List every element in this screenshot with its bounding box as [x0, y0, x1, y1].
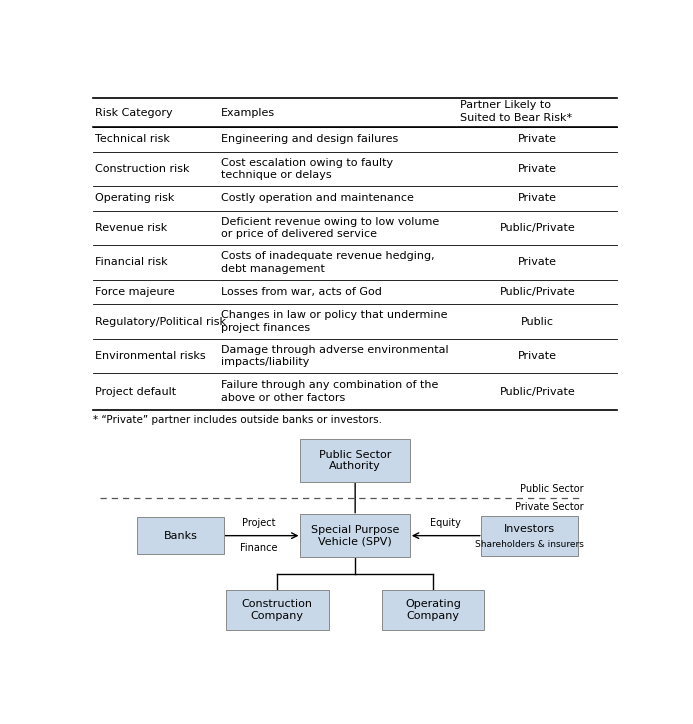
Text: Private Sector: Private Sector: [515, 502, 584, 512]
Text: * “Private” partner includes outside banks or investors.: * “Private” partner includes outside ban…: [93, 416, 382, 425]
Text: Cost escalation owing to faulty
technique or delays: Cost escalation owing to faulty techniqu…: [221, 158, 393, 180]
Text: Public/Private: Public/Private: [500, 287, 576, 297]
Text: Force majeure: Force majeure: [95, 287, 175, 297]
Text: Private: Private: [518, 193, 557, 203]
Text: Revenue risk: Revenue risk: [95, 223, 167, 233]
Text: Changes in law or policy that undermine
project finances: Changes in law or policy that undermine …: [221, 311, 448, 333]
Text: Costly operation and maintenance: Costly operation and maintenance: [221, 193, 414, 203]
Text: Shareholders & insurers: Shareholders & insurers: [475, 540, 584, 549]
Text: Operating risk: Operating risk: [95, 193, 174, 203]
Text: Banks: Banks: [164, 531, 198, 541]
Text: Private: Private: [518, 351, 557, 361]
Text: Private: Private: [518, 258, 557, 267]
Text: Technical risk: Technical risk: [95, 134, 170, 144]
Text: Engineering and design failures: Engineering and design failures: [221, 134, 398, 144]
Text: Equity: Equity: [430, 518, 462, 528]
Text: Public: Public: [521, 316, 554, 327]
FancyBboxPatch shape: [300, 439, 410, 482]
Text: Private: Private: [518, 134, 557, 144]
Text: Construction risk: Construction risk: [95, 164, 189, 174]
Text: Deficient revenue owing to low volume
or price of delivered service: Deficient revenue owing to low volume or…: [221, 216, 439, 239]
Text: Examples: Examples: [221, 108, 275, 117]
Text: Public Sector
Authority: Public Sector Authority: [319, 450, 392, 471]
FancyBboxPatch shape: [137, 517, 224, 554]
FancyBboxPatch shape: [382, 590, 484, 630]
FancyBboxPatch shape: [300, 514, 410, 557]
Text: Risk Category: Risk Category: [95, 108, 173, 117]
Text: Public/Private: Public/Private: [500, 223, 576, 233]
Text: Public/Private: Public/Private: [500, 387, 576, 397]
FancyBboxPatch shape: [226, 590, 328, 630]
Text: Special Purpose
Vehicle (SPV): Special Purpose Vehicle (SPV): [311, 525, 399, 547]
Text: Public Sector: Public Sector: [520, 484, 584, 494]
FancyBboxPatch shape: [481, 515, 579, 556]
Text: Losses from war, acts of God: Losses from war, acts of God: [221, 287, 382, 297]
Text: Costs of inadequate revenue hedging,
debt management: Costs of inadequate revenue hedging, deb…: [221, 251, 435, 274]
Text: Private: Private: [518, 164, 557, 174]
Text: Project: Project: [243, 518, 276, 528]
Text: Investors: Investors: [504, 524, 555, 534]
Text: Finance: Finance: [240, 544, 278, 553]
Text: Partner Likely to
Suited to Bear Risk*: Partner Likely to Suited to Bear Risk*: [460, 100, 572, 122]
Text: Damage through adverse environmental
impacts/liability: Damage through adverse environmental imp…: [221, 345, 448, 367]
Text: Failure through any combination of the
above or other factors: Failure through any combination of the a…: [221, 380, 438, 403]
Text: Regulatory/Political risk: Regulatory/Political risk: [95, 316, 226, 327]
Text: Project default: Project default: [95, 387, 176, 397]
Text: Environmental risks: Environmental risks: [95, 351, 205, 361]
Text: Construction
Company: Construction Company: [242, 599, 313, 620]
Text: Financial risk: Financial risk: [95, 258, 167, 267]
Text: Operating
Company: Operating Company: [405, 599, 461, 620]
